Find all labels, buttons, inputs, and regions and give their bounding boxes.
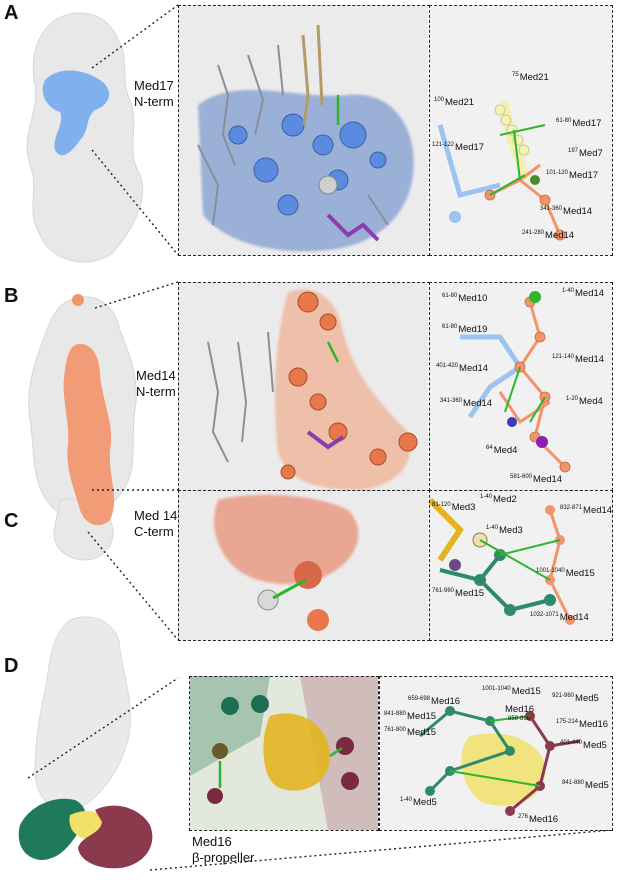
panel-letter-b: B [4,285,19,307]
caption-d-line2: β-propeller [192,850,255,865]
panel-letter-c: C [4,510,19,532]
panel-letter-a: A [4,2,19,24]
caption-c-line1: Med 14 [134,508,178,523]
crosslink-label: 761-960Med15 [432,588,485,599]
caption-b-line2: N-term [136,384,176,399]
inset-a-middle [178,5,430,256]
crosslink-label: 121-122Med17 [432,142,485,153]
caption-a-line1: Med17 [134,78,174,93]
crosslink-label: 61-80Med19 [442,324,488,335]
crosslink-label: 1-20Med4 [566,396,603,407]
panel-b-structure [178,282,428,490]
crosslink-label: 241-280Med14 [522,230,575,241]
caption-a: Med17 N-term [134,78,174,110]
crosslink-label: 832-871Med14 [560,505,613,516]
crosslink-label: 341-360Med14 [540,206,593,217]
zoom-guides [27,4,613,871]
crosslink-label: 1-40Med3 [486,525,523,536]
panel-d-network [380,676,612,830]
crosslink-label: 1-40Med14 [562,288,605,299]
inset-b-middle [178,282,430,491]
crosslink-label: 841-880Med5 [562,780,609,791]
crosslink-label: 1001-1040Med15 [536,568,595,579]
panel-d-structure [190,676,378,830]
inset-d-middle [189,676,379,831]
panel-a-structure [178,5,428,255]
med14-density [63,344,115,526]
crosslink-label: 659-698Med16 [408,696,461,707]
inset-c-right [429,490,613,641]
caption-d: Med16 β-propeller [192,834,254,866]
crosslink-label: 859-898 [508,716,531,722]
crosslink-label: 841-880Med15 [384,711,437,722]
panel-letter-d: D [4,655,19,677]
crosslink-label: 64Med4 [486,445,518,456]
crosslink-label: 1032-1071Med14 [530,612,589,623]
crosslink-label: 1001-1040Med15 [482,686,541,697]
panel-a-network [430,5,612,255]
crosslink-label: 121-140Med14 [552,354,605,365]
caption-d-line1: Med16 [192,834,232,849]
crosslink-label: 921-960Med5 [552,693,599,704]
med14-density-blob [72,294,84,306]
crosslink-label: 276Med16 [518,814,559,825]
med16-beta-propeller-map [18,798,153,869]
crosslink-label: 581-600Med14 [510,474,563,485]
panel-b-network [430,282,612,490]
crosslink-label: 1-40Med2 [480,494,517,505]
caption-a-line2: N-term [134,94,174,109]
inset-b-right [429,282,613,491]
crosslink-label: 341-360Med14 [440,398,493,409]
caption-b-line1: Med14 [136,368,176,383]
crosslink-label: 175-214Med16 [556,719,609,730]
inset-d-right [379,676,613,831]
panel-c-structure [178,490,428,640]
density-map-d [34,616,131,812]
caption-c: Med 14 C-term [134,508,177,540]
inset-c-middle [178,490,430,641]
med17-density [42,70,110,156]
inset-a-right [429,5,613,256]
caption-b: Med14 N-term [136,368,176,400]
crosslink-label: 61-80Med10 [442,293,488,304]
crosslink-label: 101-120Med17 [546,170,599,181]
density-map-a [26,12,144,263]
crosslink-label: 100Med21 [434,97,475,108]
crosslink-label: 197Med7 [568,148,603,159]
crosslink-label: 401-440Med5 [560,740,607,751]
crosslink-label: Med16 [505,704,535,715]
crosslink-label: 401-420Med14 [436,363,489,374]
crosslink-label: 61-80Med17 [556,118,602,129]
crosslink-label: 761-800Med15 [384,727,437,738]
crosslink-label: 75Med21 [512,72,549,83]
panel-c-network [427,490,612,640]
crosslink-label: 1-40Med5 [400,797,437,808]
caption-c-line2: C-term [134,524,174,539]
crosslink-label: 81-120Med3 [432,502,476,513]
